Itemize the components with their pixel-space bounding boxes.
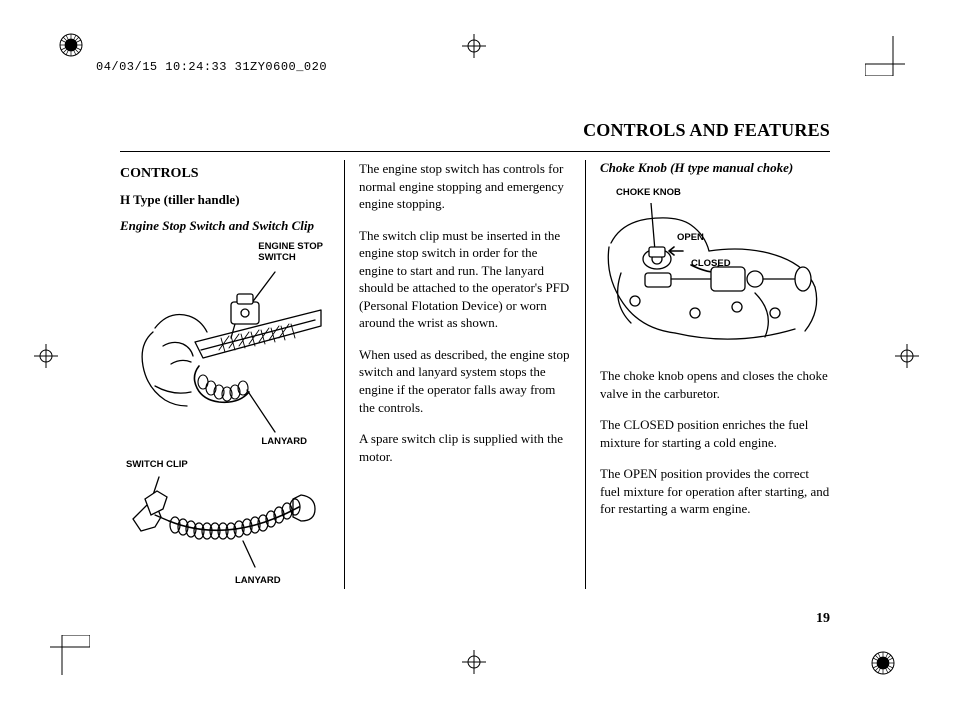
page-body: CONTROLS AND FEATURES CONTROLS H Type (t… xyxy=(120,120,830,589)
crosshair-bottom xyxy=(462,650,486,674)
column-2: The engine stop switch has controls for … xyxy=(345,160,586,589)
reg-mark-br xyxy=(870,650,896,676)
columns: CONTROLS H Type (tiller handle) Engine S… xyxy=(120,160,830,589)
diagram-switch-clip: LANYARD xyxy=(125,475,325,575)
crosshair-left xyxy=(34,344,58,368)
heading-h-type: H Type (tiller handle) xyxy=(120,192,330,208)
section-title: CONTROLS AND FEATURES xyxy=(120,120,830,141)
heading-controls: CONTROLS xyxy=(120,166,330,182)
col3-p2: The CLOSED position enriches the fuel mi… xyxy=(600,416,830,451)
crop-tr xyxy=(865,36,905,76)
col2-p3: When used as described, the engine stop … xyxy=(359,346,571,416)
print-timestamp: 04/03/15 10:24:33 31ZY0600_020 xyxy=(96,60,327,74)
col3-p3: The OPEN position provides the correct f… xyxy=(600,465,830,518)
crosshair-top xyxy=(462,34,486,58)
page-number: 19 xyxy=(816,611,830,627)
heading-engine-stop: Engine Stop Switch and Switch Clip xyxy=(120,218,330,234)
diagram-choke-knob: OPEN CLOSED xyxy=(605,203,825,353)
column-1: CONTROLS H Type (tiller handle) Engine S… xyxy=(120,160,345,589)
column-3: Choke Knob (H type manual choke) CHOKE K… xyxy=(586,160,830,589)
label-lanyard-2: LANYARD xyxy=(235,576,281,587)
col2-p2: The switch clip must be inserted in the … xyxy=(359,227,571,332)
heading-choke-knob: Choke Knob (H type manual choke) xyxy=(600,160,830,176)
label-lanyard-1: LANYARD xyxy=(261,437,307,448)
crop-bl xyxy=(50,635,90,675)
label-closed: CLOSED xyxy=(691,259,731,270)
label-choke-knob: CHOKE KNOB xyxy=(616,188,830,199)
title-rule xyxy=(120,151,830,152)
col2-p1: The engine stop switch has controls for … xyxy=(359,160,571,213)
col3-p1: The choke knob opens and closes the chok… xyxy=(600,367,830,402)
label-switch-clip: SWITCH CLIP xyxy=(126,460,330,471)
label-open: OPEN xyxy=(677,233,704,244)
label-engine-stop-switch: ENGINE STOP SWITCH xyxy=(258,242,323,264)
crosshair-right xyxy=(895,344,919,368)
col2-p4: A spare switch clip is supplied with the… xyxy=(359,430,571,465)
reg-mark-tl xyxy=(58,32,84,58)
diagram-engine-stop: ENGINE STOP SWITCH LANYARD xyxy=(125,246,325,446)
